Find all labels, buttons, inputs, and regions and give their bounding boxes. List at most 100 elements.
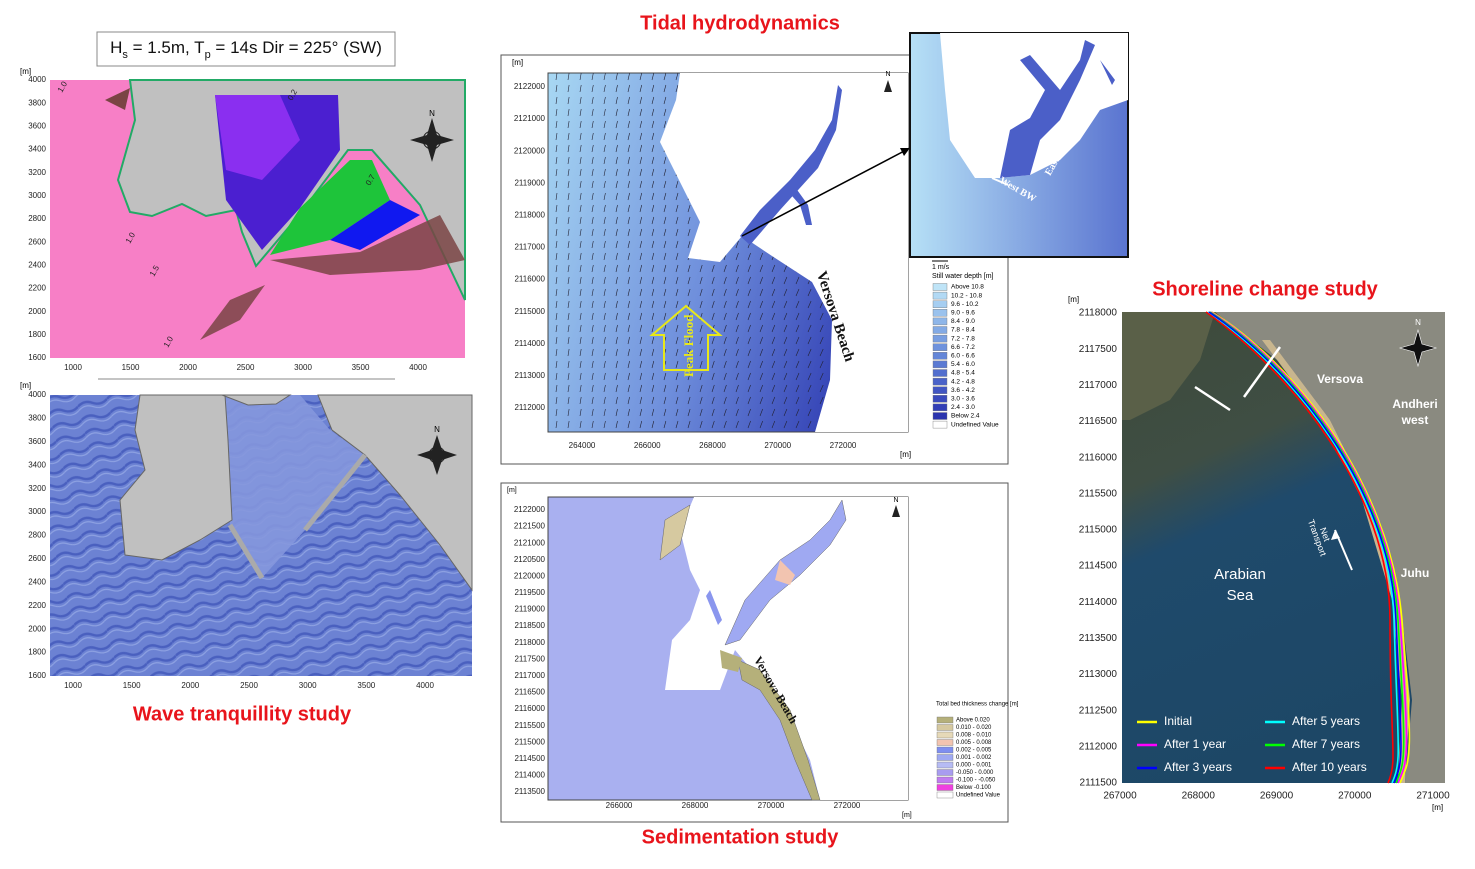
- velocity-arrow: [759, 348, 763, 357]
- velocity-arrow: [663, 312, 667, 321]
- velocity-arrow: [699, 300, 703, 309]
- place-label: Juhu: [1401, 566, 1430, 580]
- y-tick-label: 2118000: [514, 638, 545, 647]
- y-tick-label: 2113500: [1079, 633, 1118, 644]
- velocity-arrow: [591, 252, 594, 261]
- unit-label: [m]: [507, 487, 517, 494]
- x-tick-label: 1500: [123, 681, 141, 690]
- velocity-arrow: [627, 324, 630, 333]
- legend-label: Undefined Value: [956, 793, 1001, 799]
- velocity-arrow: [711, 396, 715, 405]
- velocity-arrow: [651, 144, 655, 153]
- velocity-arrow: [759, 372, 763, 381]
- velocity-arrow: [591, 408, 594, 417]
- velocity-arrow: [747, 300, 751, 309]
- y-tick-label: 2117000: [514, 243, 545, 252]
- legend-swatch: [932, 369, 948, 377]
- velocity-arrow: [687, 324, 691, 333]
- velocity-arrow: [723, 336, 727, 345]
- velocity-arrow: [567, 216, 570, 225]
- legend-swatch: [936, 761, 954, 769]
- velocity-arrow: [555, 384, 558, 393]
- velocity-arrow: [675, 360, 679, 369]
- velocity-arrow: [711, 360, 715, 369]
- velocity-arrow: [675, 420, 679, 429]
- legend-label: 5.4 - 6.0: [951, 361, 975, 368]
- legend-swatch: [936, 724, 954, 731]
- velocity-arrow: [603, 156, 606, 165]
- legend-swatch: [936, 731, 954, 739]
- x-tick-label: 264000: [569, 441, 596, 450]
- x-tick-label: 269000: [1260, 791, 1294, 802]
- unit-label: [m]: [512, 58, 523, 67]
- depth-legend: 1 m/s Still water depth [m] Above 10.810…: [932, 260, 999, 428]
- velocity-arrow: [639, 252, 642, 261]
- legend-swatch: [932, 326, 948, 334]
- velocity-arrow: [615, 276, 618, 285]
- velocity-arrow: [651, 252, 655, 261]
- velocity-arrow: [771, 384, 776, 393]
- y-tick-label: 2119000: [514, 605, 545, 614]
- x-tick-label: 266000: [634, 441, 661, 450]
- velocity-arrow: [771, 300, 776, 309]
- velocity-arrow: [579, 384, 582, 393]
- velocity-arrow: [807, 324, 812, 333]
- x-tick-label: 268000: [699, 441, 726, 450]
- velocity-arrow: [603, 96, 606, 105]
- legend-label: 0.002 - 0.005: [956, 748, 992, 754]
- velocity-arrow: [579, 276, 582, 285]
- velocity-arrow: [711, 300, 715, 309]
- velocity-arrow: [675, 264, 679, 273]
- velocity-arrow: [603, 84, 606, 93]
- velocity-arrow: [663, 288, 667, 297]
- velocity-arrow: [603, 276, 606, 285]
- velocity-arrow: [627, 72, 630, 81]
- panel-title: Tidal hydrodynamics: [640, 12, 840, 34]
- velocity-arrow: [603, 324, 606, 333]
- velocity-arrow: [735, 240, 739, 249]
- velocity-arrow: [603, 396, 606, 405]
- velocity-arrow: [675, 408, 679, 417]
- velocity-arrow: [615, 108, 618, 117]
- velocity-arrow: [627, 228, 630, 237]
- velocity-arrow: [603, 168, 606, 177]
- velocity-arrow: [567, 336, 570, 345]
- y-tick-label: 2116500: [514, 688, 545, 697]
- velocity-arrow: [723, 324, 727, 333]
- velocity-arrow: [807, 348, 812, 357]
- legend-swatch: [936, 769, 954, 776]
- legend-label: After 7 years: [1292, 737, 1360, 751]
- velocity-arrow: [639, 192, 642, 201]
- velocity-arrow: [651, 396, 655, 405]
- velocity-arrow: [615, 228, 618, 237]
- y-tick-label: 2113000: [514, 371, 545, 380]
- velocity-arrow: [555, 156, 558, 165]
- velocity-arrow: [663, 324, 667, 333]
- y-tick-label: 2115000: [514, 737, 545, 746]
- velocity-arrow: [687, 348, 691, 357]
- velocity-arrow: [603, 420, 606, 429]
- place-label: Versova: [1317, 372, 1363, 386]
- legend-swatch: [932, 343, 948, 351]
- velocity-arrow: [759, 324, 763, 333]
- x-tick-label: 2000: [179, 363, 197, 372]
- compass-label: N: [429, 109, 435, 118]
- sea-label: Arabian: [1214, 566, 1266, 583]
- velocity-arrow: [783, 288, 788, 297]
- velocity-arrow: [723, 372, 727, 381]
- velocity-arrow: [759, 384, 763, 393]
- velocity-arrow: [639, 72, 642, 81]
- velocity-arrow: [615, 384, 618, 393]
- velocity-arrow: [819, 324, 824, 333]
- velocity-arrow: [747, 324, 751, 333]
- velocity-arrow: [663, 396, 667, 405]
- velocity-arrow: [747, 312, 751, 321]
- compass-label: N: [885, 71, 890, 78]
- velocity-arrow: [651, 240, 655, 249]
- velocity-arrow: [687, 372, 691, 381]
- y-tick-label: 3600: [28, 437, 46, 446]
- velocity-arrow: [591, 180, 594, 189]
- legend-label: Below 2.4: [951, 413, 980, 420]
- velocity-arrow: [615, 72, 618, 81]
- legend-swatch: [932, 395, 948, 403]
